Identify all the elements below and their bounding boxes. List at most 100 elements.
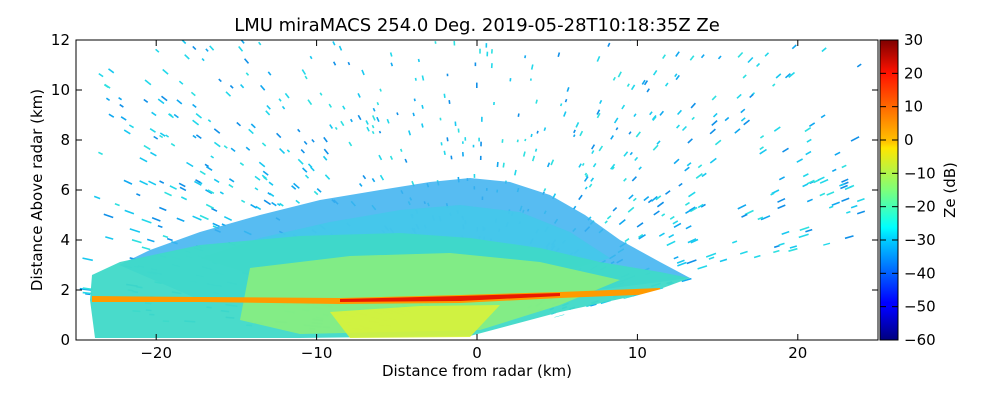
speckle-mark <box>675 74 680 81</box>
speckle-mark <box>516 139 519 143</box>
speckle-mark <box>79 287 92 291</box>
speckle-mark <box>376 116 380 123</box>
speckle-mark <box>268 181 274 186</box>
speckle-mark <box>179 186 187 192</box>
speckle-mark <box>709 128 716 135</box>
speckle-mark <box>596 109 601 115</box>
speckle-mark <box>316 188 322 193</box>
speckle-mark <box>254 175 261 181</box>
speckle-mark <box>421 123 424 128</box>
speckle-mark <box>376 101 380 106</box>
speckle-mark <box>310 166 315 172</box>
colorbar-tick-label: −40 <box>904 264 936 282</box>
speckle-mark <box>572 134 576 138</box>
speckle-mark <box>263 199 272 206</box>
speckle-mark <box>850 136 860 142</box>
speckle-mark <box>279 202 284 207</box>
speckle-mark <box>535 99 538 104</box>
speckle-mark <box>638 234 646 240</box>
speckle-mark <box>159 134 164 139</box>
speckle-mark <box>219 191 224 195</box>
speckle-mark <box>689 55 695 61</box>
speckle-mark <box>225 91 232 97</box>
speckle-mark <box>181 40 187 45</box>
speckle-mark <box>448 99 451 105</box>
speckle-mark <box>623 151 629 157</box>
speckle-mark <box>617 71 622 78</box>
speckle-mark <box>856 198 865 203</box>
speckle-mark <box>759 148 767 155</box>
y-tick-label: 0 <box>60 331 70 349</box>
speckle-mark <box>123 179 133 185</box>
speckle-mark <box>584 186 588 190</box>
speckle-mark <box>313 190 319 196</box>
speckle-mark <box>596 112 601 119</box>
y-axis-label: Distance Above radar (km) <box>28 89 46 291</box>
speckle-mark <box>104 83 111 89</box>
speckle-mark <box>170 142 176 147</box>
speckle-mark <box>178 80 184 85</box>
speckle-mark <box>240 84 245 89</box>
speckle-mark <box>105 236 114 240</box>
colorbar-tick-label: 30 <box>904 31 923 49</box>
speckle-mark <box>199 214 209 221</box>
speckle-mark <box>757 216 764 221</box>
speckle-mark <box>190 91 196 97</box>
speckle-mark <box>846 210 851 214</box>
speckle-mark <box>604 220 608 224</box>
speckle-mark <box>414 77 417 81</box>
speckle-mark <box>323 148 329 155</box>
speckle-mark <box>297 158 304 165</box>
speckle-mark <box>739 250 748 255</box>
speckle-mark <box>278 98 282 102</box>
speckle-mark <box>856 210 866 215</box>
speckle-mark <box>674 73 678 78</box>
speckle-mark <box>584 172 588 176</box>
speckle-mark <box>267 71 272 76</box>
speckle-mark <box>143 98 149 103</box>
speckle-mark <box>309 55 313 60</box>
speckle-mark <box>348 141 353 147</box>
speckle-mark <box>192 45 197 51</box>
speckle-mark <box>662 54 666 60</box>
speckle-mark <box>302 167 308 173</box>
speckle-mark <box>254 187 259 191</box>
speckle-mark <box>421 75 425 81</box>
speckle-mark <box>98 72 104 78</box>
speckle-mark <box>666 240 676 247</box>
speckle-mark <box>744 209 754 216</box>
speckle-mark <box>789 245 798 249</box>
speckle-mark <box>158 206 167 212</box>
speckle-mark <box>301 69 307 75</box>
y-tick-label: 10 <box>51 81 70 99</box>
colorbar-tick-label: −50 <box>904 298 936 316</box>
speckle-mark <box>808 122 816 127</box>
speckle-mark <box>791 44 797 50</box>
speckle-mark <box>687 138 693 144</box>
speckle-mark <box>271 201 277 207</box>
speckle-mark <box>536 130 539 134</box>
speckle-mark <box>300 149 305 154</box>
speckle-mark <box>255 205 262 211</box>
speckle-mark <box>211 207 218 212</box>
speckle-mark <box>610 163 616 170</box>
speckle-mark <box>365 120 369 125</box>
speckle-mark <box>446 137 449 142</box>
speckle-mark <box>250 123 256 129</box>
speckle-mark <box>108 68 115 74</box>
speckle-mark <box>340 120 345 127</box>
speckle-mark <box>749 93 754 99</box>
y-axis: 0 2 4 6 8 10 12 <box>51 31 878 349</box>
speckle-mark <box>139 180 149 186</box>
speckle-mark <box>295 199 300 204</box>
speckle-mark <box>685 225 692 230</box>
plot-area <box>79 40 878 340</box>
speckle-mark <box>543 188 547 192</box>
speckle-mark <box>297 128 301 133</box>
speckle-mark <box>578 163 582 168</box>
speckle-mark <box>821 47 827 53</box>
speckle-mark <box>159 180 165 184</box>
speckle-mark <box>399 148 403 152</box>
speckle-mark <box>591 150 595 155</box>
speckle-mark <box>230 147 236 153</box>
